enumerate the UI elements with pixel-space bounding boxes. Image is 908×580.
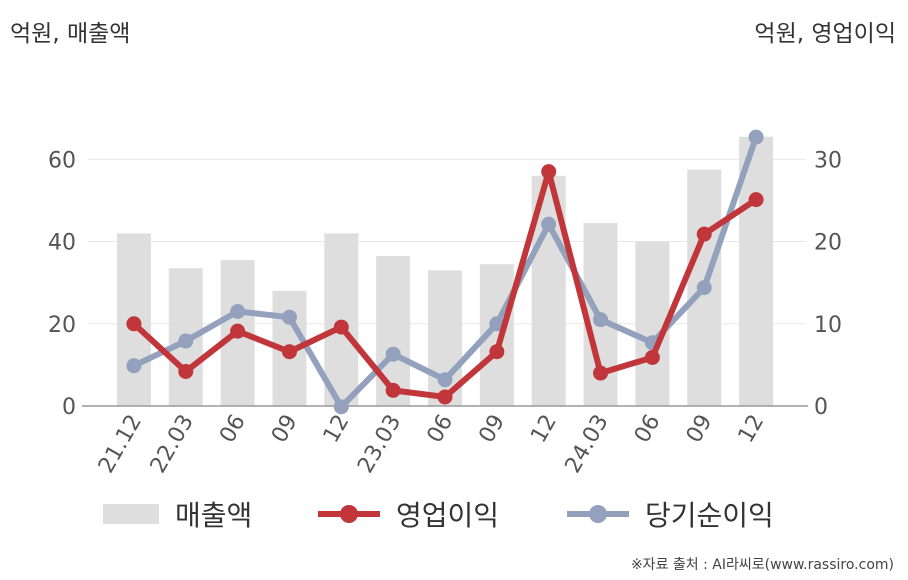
legend-label-operating-profit: 영업이익 — [396, 499, 500, 532]
right-tick-label: 10 — [814, 313, 842, 338]
operating-profit-point — [178, 363, 194, 379]
x-tick-label: 22.03 — [146, 411, 199, 478]
net-income-point — [385, 346, 401, 362]
legend-bar-swatch — [103, 504, 159, 524]
x-tick-label: 06 — [215, 411, 251, 448]
operating-profit-point — [385, 382, 401, 398]
net-income-point — [333, 399, 349, 415]
x-tick-label: 12 — [734, 411, 770, 448]
legend-label-revenue: 매출액 — [175, 499, 253, 532]
revenue-bar — [739, 136, 774, 406]
legend-label-net-income: 당기순이익 — [645, 499, 774, 532]
source-credit: ※자료 출처 : AI라씨로(www.rassiro.com) — [630, 557, 894, 573]
legend-item-revenue: 매출액 — [103, 492, 252, 536]
x-tick-label: 09 — [267, 411, 303, 448]
net-income-point — [230, 303, 246, 319]
legend-line-swatch-net — [567, 504, 629, 524]
right-axis-unit-label: 억원, 영업이익 — [754, 21, 896, 47]
right-tick-label: 30 — [814, 148, 842, 173]
x-tick-label: 09 — [474, 411, 510, 448]
left-tick-label: 0 — [62, 395, 76, 420]
x-tick-label: 09 — [682, 411, 718, 448]
legend-item-net-income: 당기순이익 — [567, 492, 774, 536]
left-axis-unit-label: 억원, 매출액 — [10, 21, 131, 47]
legend-line-swatch-operating — [318, 504, 380, 524]
operating-profit-point — [748, 192, 764, 208]
net-income-point — [281, 309, 297, 325]
left-tick-label: 20 — [48, 313, 76, 338]
right-tick-label: 0 — [814, 395, 828, 420]
operating-profit-point — [696, 226, 712, 242]
left-tick-label: 40 — [48, 231, 76, 256]
net-income-point — [696, 280, 712, 296]
operating-profit-point — [333, 319, 349, 335]
legend-item-operating-profit: 영업이익 — [318, 492, 499, 536]
operating-profit-point — [437, 389, 453, 405]
net-income-point — [437, 372, 453, 388]
net-income-point — [178, 333, 194, 349]
x-tick-label: 12 — [319, 411, 355, 448]
right-tick-label: 20 — [814, 231, 842, 256]
operating-profit-point — [230, 323, 246, 339]
x-tick-label: 23.03 — [353, 411, 406, 478]
x-tick-label: 12 — [526, 411, 562, 448]
net-income-point — [748, 129, 764, 145]
operating-profit-point — [281, 344, 297, 360]
operating-profit-point — [489, 344, 505, 360]
x-tick-label: 06 — [423, 411, 459, 448]
net-income-point — [489, 316, 505, 332]
operating-profit-point — [644, 349, 660, 365]
operating-profit-point — [593, 365, 609, 381]
net-income-point — [126, 358, 142, 374]
net-income-point — [541, 216, 557, 232]
operating-profit-point — [541, 164, 557, 180]
x-tick-label: 24.03 — [561, 411, 614, 478]
left-tick-label: 60 — [48, 148, 76, 173]
net-income-point — [593, 312, 609, 328]
x-tick-label: 21.12 — [94, 411, 147, 478]
x-tick-label: 06 — [630, 411, 666, 448]
operating-profit-point — [126, 316, 142, 332]
